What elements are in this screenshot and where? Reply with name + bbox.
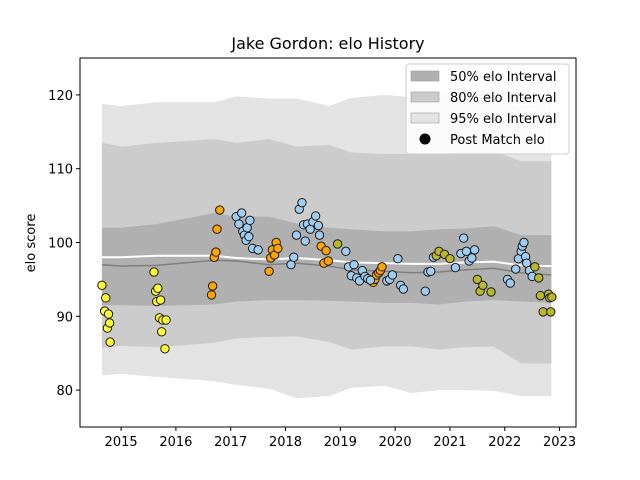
data-point xyxy=(207,281,218,291)
data-point xyxy=(332,239,343,249)
post-match-points xyxy=(97,197,557,354)
data-point xyxy=(291,230,302,240)
data-point xyxy=(236,208,247,218)
data-point xyxy=(530,262,540,272)
data-point xyxy=(445,254,455,264)
x-tick-label: 2019 xyxy=(324,435,357,450)
data-point xyxy=(314,230,325,240)
data-point xyxy=(534,273,544,283)
data-point xyxy=(420,286,430,296)
y-axis-ticks: 80 90 100 110 120 xyxy=(48,89,80,399)
legend-label: 95% elo Interval xyxy=(450,112,557,127)
data-point xyxy=(547,292,557,302)
data-point xyxy=(212,224,222,234)
plot-area xyxy=(97,93,557,399)
data-point xyxy=(211,247,221,257)
data-point xyxy=(469,245,480,255)
data-point xyxy=(289,252,299,262)
data-point xyxy=(234,219,244,229)
legend-swatch xyxy=(410,91,440,103)
x-tick-label: 2020 xyxy=(379,435,412,450)
data-point xyxy=(104,318,115,328)
legend-label: 80% elo Interval xyxy=(450,91,557,106)
data-point xyxy=(450,262,461,273)
x-axis-ticks: 2015 2016 2017 2018 2019 2020 2021 2022 2023 xyxy=(105,427,576,450)
legend-swatch xyxy=(410,112,440,124)
data-point xyxy=(478,280,488,291)
data-point xyxy=(215,205,225,215)
data-point xyxy=(244,231,254,242)
data-point xyxy=(273,243,283,254)
x-tick-label: 2022 xyxy=(488,435,521,450)
data-point xyxy=(149,267,159,277)
data-point xyxy=(313,220,324,231)
data-point xyxy=(535,290,546,301)
data-point xyxy=(161,315,171,325)
data-point xyxy=(310,211,321,221)
data-point xyxy=(297,197,307,208)
data-point xyxy=(105,337,115,347)
x-tick-label: 2018 xyxy=(269,435,302,450)
data-point xyxy=(160,344,170,354)
y-tick-label: 110 xyxy=(48,163,73,178)
data-point xyxy=(511,264,521,274)
chart-title: Jake Gordon: elo History xyxy=(230,34,424,53)
legend-label: 50% elo Interval xyxy=(450,70,557,85)
data-point xyxy=(253,245,263,255)
data-point xyxy=(377,262,387,272)
legend-marker xyxy=(419,133,431,145)
data-point xyxy=(365,275,376,285)
data-point xyxy=(153,283,163,293)
data-point xyxy=(97,280,107,291)
data-point xyxy=(519,237,529,248)
data-point xyxy=(321,245,331,256)
legend: 50% elo Interval 80% elo Interval 95% elo … xyxy=(405,63,570,155)
data-point xyxy=(546,307,556,317)
data-point xyxy=(472,274,483,285)
data-point xyxy=(387,270,398,280)
data-point xyxy=(398,284,409,294)
data-point xyxy=(300,236,310,246)
y-tick-label: 80 xyxy=(56,384,73,399)
data-point xyxy=(341,246,351,257)
legend-swatch xyxy=(410,70,440,82)
data-point xyxy=(245,215,255,226)
x-tick-label: 2017 xyxy=(214,435,247,450)
legend-box xyxy=(405,63,570,155)
data-point xyxy=(349,259,359,270)
data-point xyxy=(467,253,477,263)
data-point xyxy=(323,256,333,266)
y-axis-label: elo score xyxy=(24,214,39,273)
data-point xyxy=(101,293,111,303)
data-point xyxy=(505,278,515,288)
median-line xyxy=(101,259,552,276)
x-tick-label: 2016 xyxy=(159,435,192,450)
data-point xyxy=(393,254,403,264)
x-tick-label: 2023 xyxy=(543,435,576,450)
mean-line xyxy=(101,254,552,268)
data-point xyxy=(426,266,436,276)
data-point xyxy=(486,287,496,297)
data-point xyxy=(538,307,548,317)
data-point xyxy=(156,327,167,337)
data-point xyxy=(103,309,114,319)
legend-label: Post Match elo xyxy=(450,133,545,148)
data-point xyxy=(206,290,217,300)
x-tick-label: 2021 xyxy=(433,435,466,450)
data-point xyxy=(458,233,469,243)
y-tick-label: 120 xyxy=(48,89,73,104)
y-tick-label: 90 xyxy=(56,310,73,325)
y-tick-label: 100 xyxy=(48,237,73,252)
x-tick-label: 2015 xyxy=(105,435,138,450)
data-point xyxy=(264,266,274,276)
data-point xyxy=(155,295,166,305)
